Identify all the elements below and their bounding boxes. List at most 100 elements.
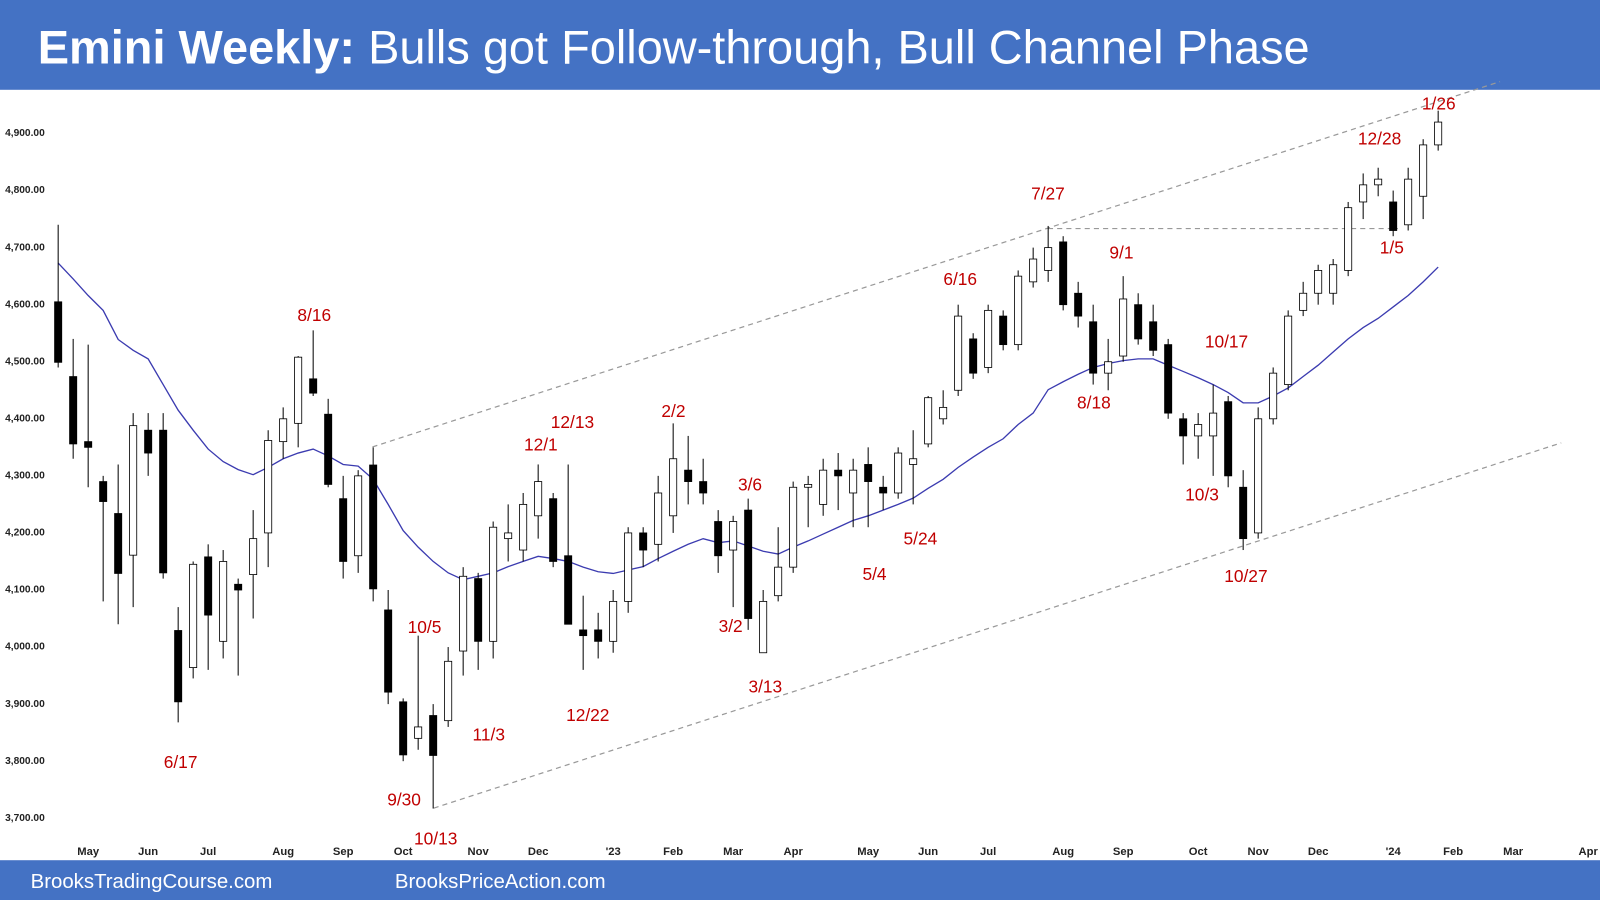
candle-body [1419,144,1428,197]
x-tick-label: Oct [1189,846,1208,858]
annotation: 6/17 [164,752,198,772]
candle-body [474,578,483,642]
candle-body [219,561,228,642]
candle-body [1269,372,1278,420]
annotation: 9/30 [387,790,421,810]
y-tick-label: 4,900.00 [5,128,45,139]
candle-body [1299,292,1308,311]
x-tick-label: Sep [1113,846,1134,858]
y-tick-label: 4,300.00 [5,471,45,482]
x-tick-label: Oct [394,846,413,858]
x-tick-label: May [77,846,100,858]
candle-body [819,469,828,505]
candle-body [384,609,393,693]
candle-body [1239,486,1248,540]
candle-body [549,498,558,562]
candle-body [354,475,363,557]
candle-body [1404,178,1413,226]
x-tick-label: '23 [606,846,621,858]
candle-body [684,469,693,482]
candle-body [1059,241,1068,306]
candle-body [1089,321,1098,374]
candle-body [279,418,288,443]
candle-body [909,458,918,465]
candle-body [1134,304,1143,340]
annotation: 1/26 [1422,94,1456,114]
candle-body [954,315,963,391]
chart-title: Emini Weekly: Bulls got Follow-through, … [38,21,1310,73]
footer-text: BrooksTradingCourse.com [31,871,273,893]
candle-body [1344,207,1353,271]
candle-body [414,726,423,739]
candle-body [804,484,813,488]
candle-body [834,469,843,477]
x-tick-label: Nov [1248,846,1270,858]
annotation: 3/6 [738,474,762,494]
candle-body [144,429,153,454]
annotation: 12/1 [524,434,558,454]
candle-body [309,378,318,394]
annotation: 12/22 [566,705,609,725]
annotation: 12/13 [551,412,594,432]
candle-body [1014,275,1023,346]
x-tick-label: Sep [333,846,354,858]
candle-body [204,556,213,616]
x-tick-label: Feb [1443,846,1463,858]
candle-body [369,464,378,590]
candle-body [1359,184,1368,203]
annotation: 11/3 [473,724,505,744]
candle-body [1374,178,1383,186]
candle-body [624,532,633,602]
candle-body [489,526,498,642]
candle-body [1194,424,1203,437]
x-tick-label: Apr [1578,846,1598,858]
y-tick-label: 4,400.00 [5,413,45,424]
y-tick-label: 4,700.00 [5,242,45,253]
candle-body [744,509,753,619]
y-tick-label: 4,800.00 [5,185,45,196]
candle-body [234,583,243,591]
annotation: 10/5 [408,617,442,637]
candle-body [864,464,873,482]
candle-body [1044,247,1053,271]
x-tick-label: Aug [272,846,294,858]
candle-body [54,301,63,363]
x-tick-label: Jun [138,846,158,858]
lower-channel-line [433,442,1562,809]
candle-body [984,309,993,368]
candle-body [1434,121,1443,146]
candle-body [939,406,948,420]
title-lead: Emini Weekly: [38,21,355,73]
candle-body [264,440,273,534]
candle-body [714,521,723,557]
candle-body [1389,201,1398,231]
trend-lines [372,81,1562,809]
annotation: 8/18 [1077,393,1111,413]
y-tick-label: 4,600.00 [5,299,45,310]
candle-body [879,486,888,494]
candle-body [399,701,408,756]
x-tick-label: Mar [1503,846,1524,858]
candle-body [1224,401,1233,477]
candle-body [444,660,453,722]
candle-body [339,498,348,562]
candle-body [189,563,198,668]
annotation: 2/2 [661,401,685,421]
candle-body [294,356,303,424]
candle-body [654,492,663,545]
candle-body [1149,321,1158,351]
x-tick-label: Mar [723,846,744,858]
footer-text: BrooksPriceAction.com [395,871,606,893]
candle-body [1254,418,1263,534]
candle-body [504,532,513,540]
candle-body [1179,418,1188,437]
candle-body [1314,270,1323,294]
candle-body [609,600,618,642]
x-tick-label: Aug [1052,846,1074,858]
candle-body [1209,412,1218,437]
candle-body [1104,361,1113,374]
candle-body [69,376,78,445]
candle-body [999,315,1008,346]
x-tick-label: Jul [980,846,996,858]
